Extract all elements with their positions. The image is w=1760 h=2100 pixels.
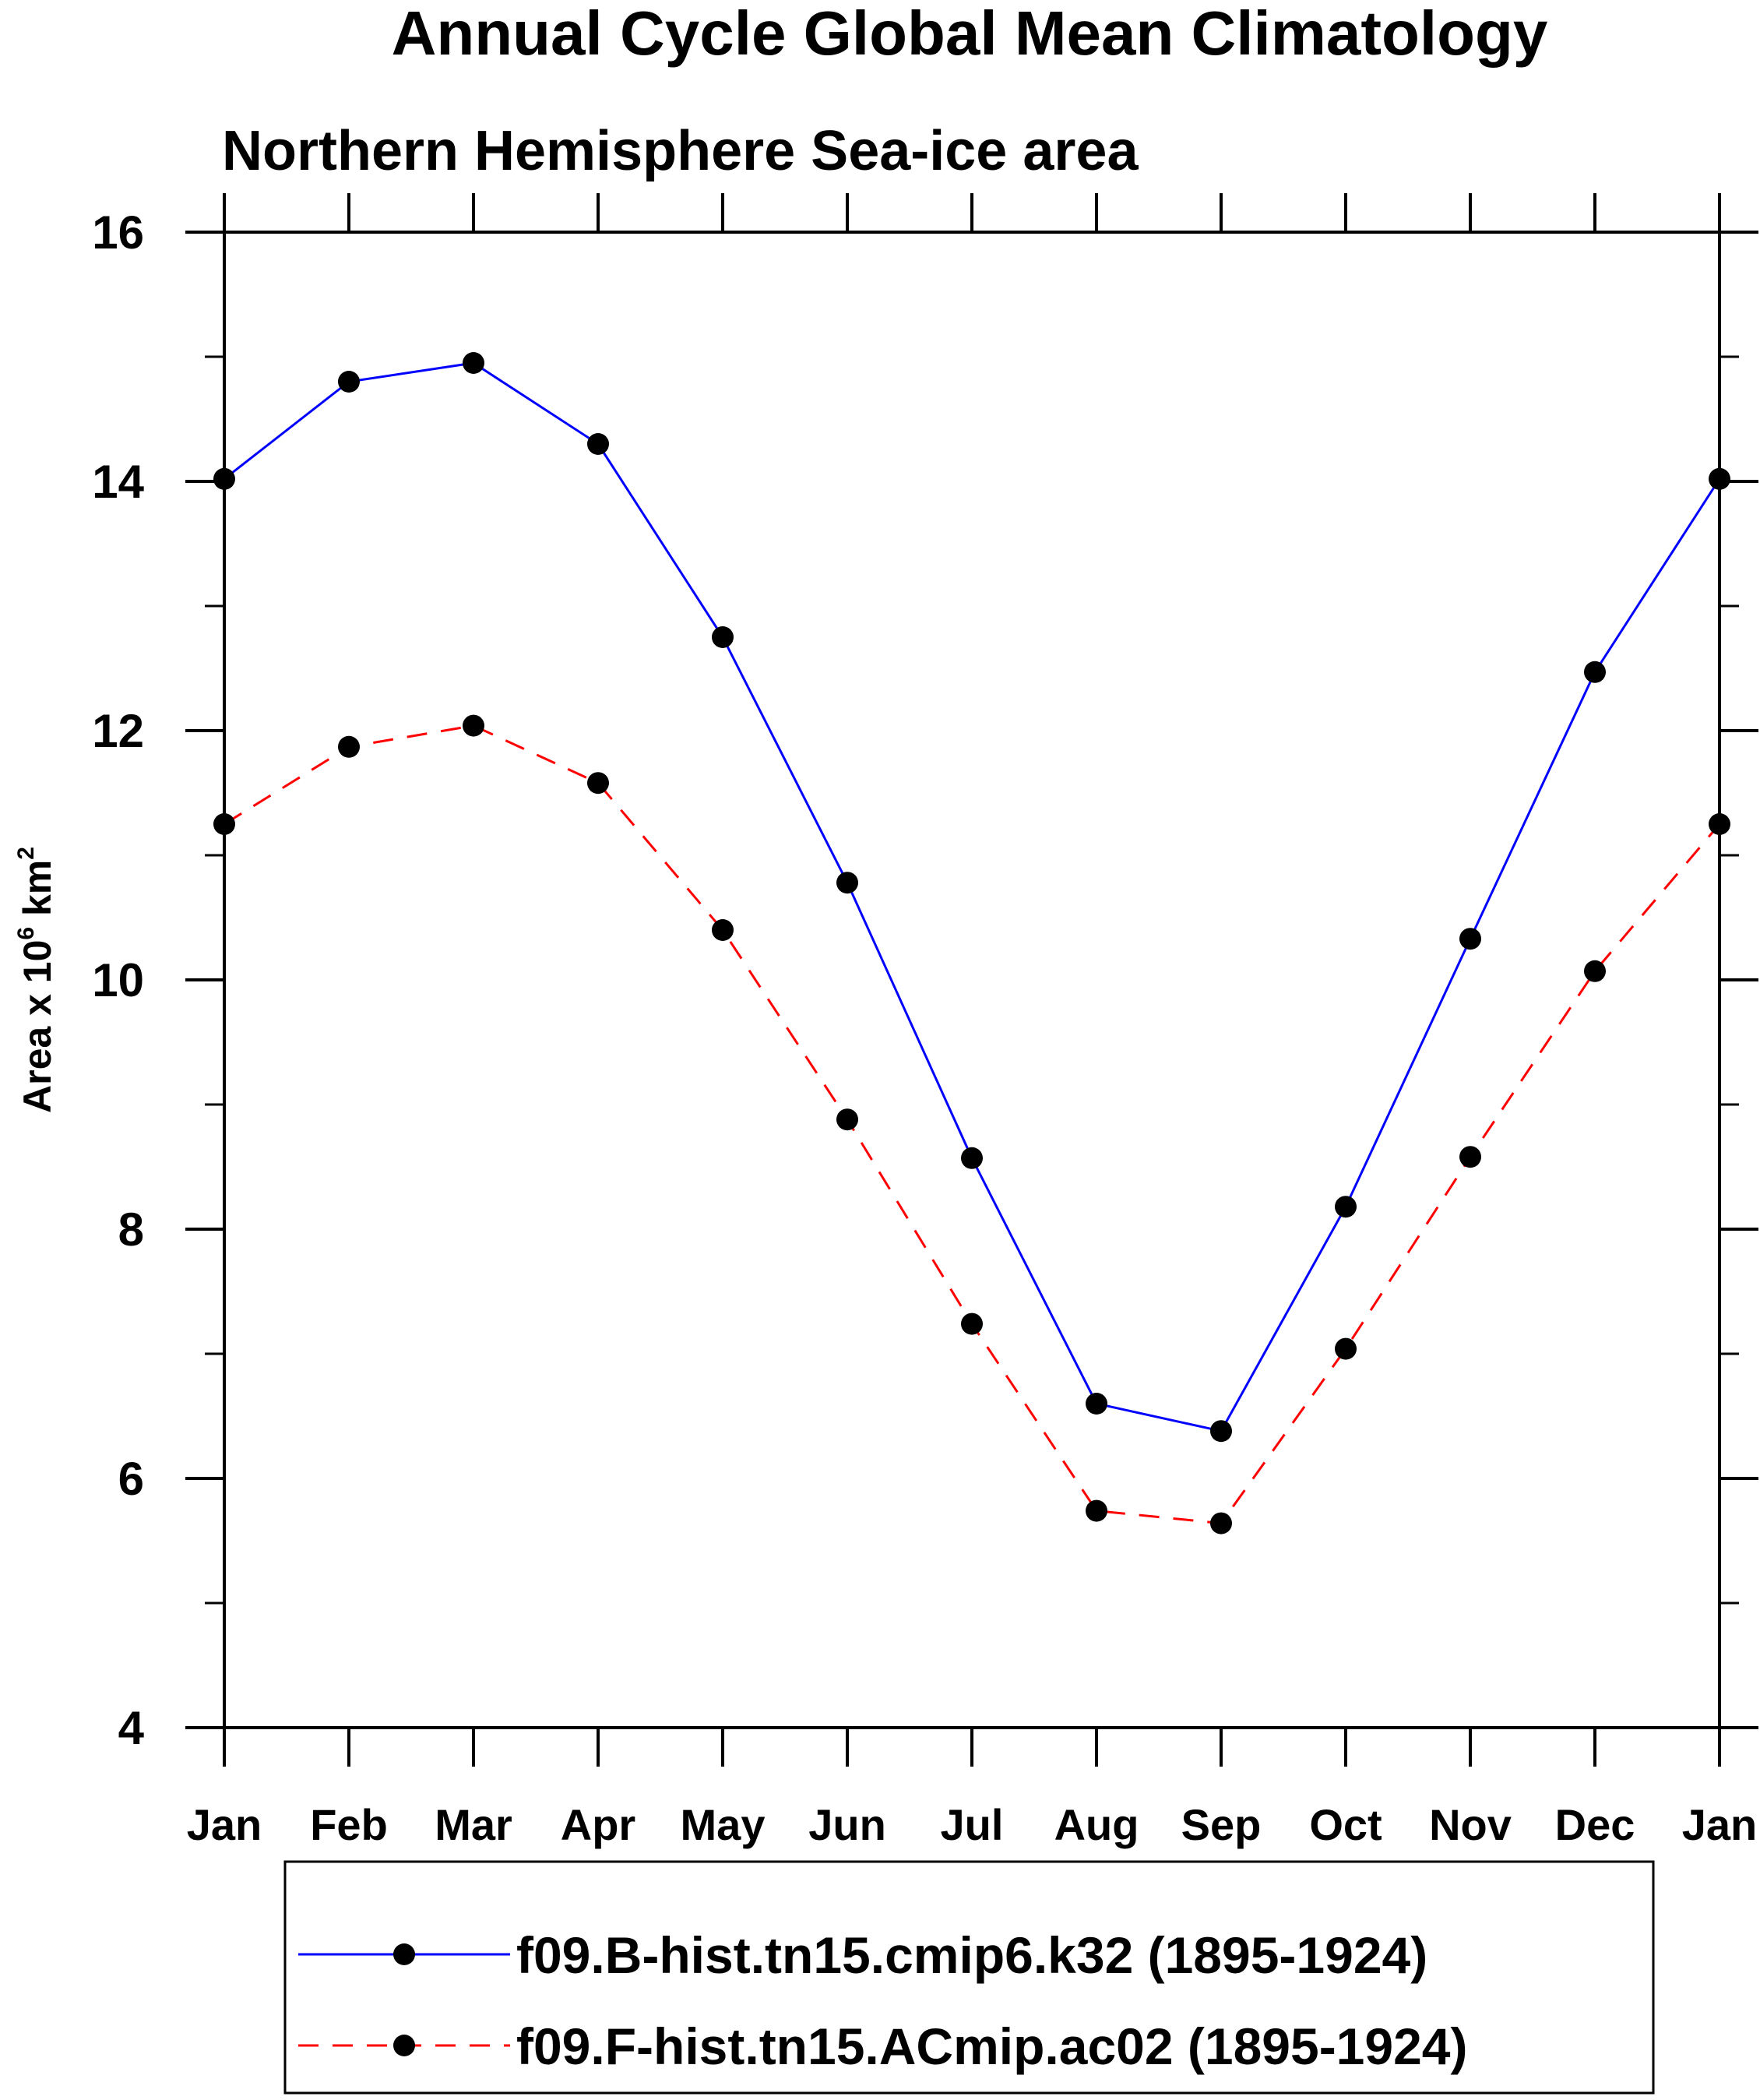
axes-ticks [185, 193, 1758, 1767]
chart-subtitle: Northern Hemisphere Sea-ice area [222, 120, 1139, 182]
series-layer [213, 352, 1730, 1534]
series-1-point [1335, 1196, 1357, 1218]
x-tick-label: Jul [941, 1800, 1004, 1849]
series-1-point [338, 371, 360, 393]
legend: f09.B-hist.tn15.cmip6.k32 (1895-1924) f09… [283, 1860, 1655, 2095]
series-2-point [712, 919, 734, 941]
y-tick-label: 14 [92, 456, 144, 508]
series-2-point [338, 735, 360, 758]
y-tick-label: 12 [92, 705, 144, 757]
series-2-point [1335, 1337, 1357, 1360]
series-1-point [463, 352, 484, 374]
y-axis-label-unit-exponent: 2 [13, 847, 39, 860]
plot-frame [223, 231, 1721, 1729]
y-tick-label: 10 [92, 954, 144, 1006]
y-axis-label-exponent: 6 [13, 927, 39, 940]
y-tick-label: 6 [118, 1453, 144, 1505]
x-tick-label: Dec [1555, 1800, 1635, 1849]
series-2-point [1584, 960, 1606, 982]
x-tick-label: Aug [1054, 1800, 1139, 1849]
x-tick-label: Sep [1181, 1800, 1262, 1849]
chart-title: Annual Cycle Global Mean Climatology [392, 0, 1548, 68]
series-2-point [1210, 1512, 1232, 1534]
y-tick-label: 16 [92, 206, 144, 259]
y-tick-label: 8 [118, 1203, 144, 1256]
series-1-point [587, 433, 609, 455]
series-2-point [463, 714, 484, 737]
series-1-point [1584, 661, 1606, 683]
series-2-point [1086, 1499, 1107, 1522]
y-axis-label: Area x 106 km2 [13, 847, 59, 1113]
legend-label-1: f09.B-hist.tn15.cmip6.k32 (1895-1924) [516, 1926, 1427, 1984]
svg-text:Area x 106 km2: Area x 106 km2 [13, 847, 59, 1113]
legend-box [283, 1860, 1655, 2095]
x-tick-label: May [681, 1800, 766, 1849]
series-2-point [587, 772, 609, 795]
series-1-point [1459, 928, 1481, 950]
y-axis-label-unit: km [16, 860, 59, 927]
series-1-point [712, 626, 734, 648]
series-1-point [836, 872, 858, 894]
series-1-point [961, 1147, 983, 1169]
tick-labels: Jan Feb Mar Apr May Jun Jul Aug Sep Oct Nov Dec Jan 4… [92, 206, 1757, 1849]
x-tick-label: Feb [310, 1800, 388, 1849]
x-tick-label: Jun [808, 1800, 886, 1849]
legend-label-2: f09.F-hist.tn15.ACmip.ac02 (1895-1924) [516, 2017, 1467, 2075]
series-2-point [961, 1312, 983, 1335]
series-line-2 [224, 724, 1721, 1525]
x-tick-label: Oct [1309, 1800, 1382, 1849]
x-tick-label: Jan [187, 1800, 262, 1849]
legend-marker-1 [393, 1943, 415, 1965]
x-tick-label: Jan [1682, 1800, 1758, 1849]
series-2-point [836, 1108, 858, 1131]
y-axis-label-prefix: Area x 10 [16, 940, 59, 1113]
series-line-1 [224, 361, 1721, 1432]
y-tick-label: 4 [118, 1702, 145, 1754]
legend-marker-2 [393, 2035, 415, 2056]
x-tick-label: Mar [435, 1800, 512, 1849]
x-tick-label: Apr [561, 1800, 635, 1849]
series-1-point [1210, 1420, 1232, 1443]
x-tick-label: Nov [1429, 1800, 1512, 1849]
series-1-point [1086, 1393, 1107, 1415]
series-2-point [1459, 1146, 1481, 1168]
